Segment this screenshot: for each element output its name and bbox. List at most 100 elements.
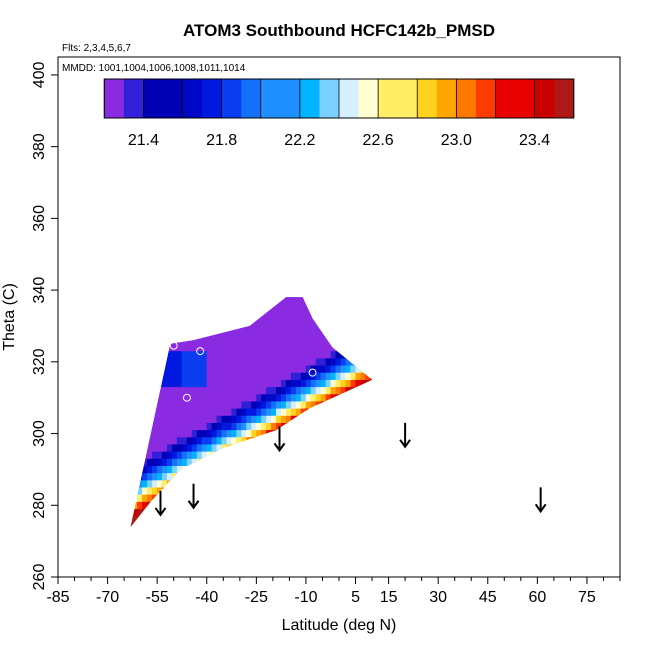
field-cell xyxy=(171,501,189,510)
field-cell xyxy=(280,523,298,527)
field-cell xyxy=(271,487,288,495)
field-cell xyxy=(310,415,328,423)
field-cell xyxy=(276,279,293,286)
field-cell xyxy=(206,523,224,527)
field-cell xyxy=(117,286,134,293)
field-cell xyxy=(152,515,169,524)
field-cell xyxy=(370,408,373,416)
field-cell xyxy=(246,444,264,452)
field-cell xyxy=(355,451,373,459)
field-cell xyxy=(130,444,145,452)
field-cell xyxy=(112,294,129,301)
field-cell xyxy=(130,336,140,345)
field-cell xyxy=(261,451,278,459)
field-cell xyxy=(251,472,269,481)
field-cell xyxy=(291,279,308,286)
field-cell xyxy=(345,279,362,286)
field-cell xyxy=(280,494,298,502)
field-cell xyxy=(325,465,343,474)
field-cell xyxy=(147,329,164,337)
field-cell xyxy=(370,379,373,388)
colorbar-segment xyxy=(417,79,438,118)
field-cell xyxy=(330,436,348,445)
field-cell xyxy=(375,473,392,480)
field-cell xyxy=(315,307,333,316)
field-cell xyxy=(295,415,313,423)
field-cell xyxy=(375,365,392,372)
field-cell xyxy=(325,401,343,409)
field-cell xyxy=(167,530,184,537)
field-cell xyxy=(221,487,239,495)
field-cell xyxy=(130,436,145,445)
field-cell xyxy=(122,286,139,293)
descent-arrow-head xyxy=(154,507,167,517)
field-cell xyxy=(130,358,145,366)
field-cell xyxy=(325,322,343,330)
field-cell xyxy=(325,297,343,302)
field-cell xyxy=(241,487,259,495)
field-cell xyxy=(142,379,159,388)
field-cell xyxy=(211,315,229,323)
field-cell xyxy=(181,297,199,302)
field-cell xyxy=(196,322,214,330)
field-cell xyxy=(176,494,194,502)
field-cell xyxy=(196,501,214,510)
field-cell xyxy=(162,530,179,537)
field-cell xyxy=(281,279,298,286)
field-cell xyxy=(340,315,358,323)
field-cell xyxy=(340,494,358,502)
x-tick-label: 30 xyxy=(429,589,447,606)
field-cell xyxy=(320,501,338,510)
field-cell xyxy=(370,508,373,517)
field-cell xyxy=(206,494,224,502)
field-cell xyxy=(360,386,373,395)
field-cell xyxy=(147,372,164,380)
field-cell xyxy=(316,286,333,293)
x-tick-label: 60 xyxy=(528,589,546,606)
field-cell xyxy=(335,436,353,445)
field-cell xyxy=(375,372,392,379)
field-cell xyxy=(285,444,303,452)
field-cell xyxy=(132,322,150,330)
field-cell xyxy=(171,472,189,481)
field-cell xyxy=(186,465,204,474)
field-cell xyxy=(345,451,363,459)
field-cell xyxy=(211,300,229,309)
field-cell xyxy=(320,515,338,524)
field-cell xyxy=(191,322,209,330)
field-cell xyxy=(137,365,155,373)
field-cell xyxy=(132,329,150,337)
field-cell xyxy=(295,480,313,488)
field-cell xyxy=(305,487,323,495)
x-tick-label: -85 xyxy=(46,589,69,606)
field-cell xyxy=(166,515,184,524)
field-cell xyxy=(335,429,353,438)
field-cell xyxy=(130,300,145,309)
sample-circle xyxy=(308,368,317,377)
field-cell xyxy=(370,358,373,366)
field-cell xyxy=(306,286,323,293)
y-tick-label: 360 xyxy=(31,205,48,232)
field-cell xyxy=(261,515,278,524)
field-cell xyxy=(305,465,323,474)
field-cell xyxy=(176,329,194,337)
field-cell xyxy=(211,451,229,459)
field-cell xyxy=(132,429,150,438)
field-cell xyxy=(130,343,145,352)
axes: -85 -70 -55 -40 -25 -10 5 15 30 45 60 75 260 280 300 32… xyxy=(31,61,621,606)
field-cell xyxy=(360,465,373,474)
field-cell xyxy=(365,451,373,459)
field-cell xyxy=(130,322,145,330)
field-cell xyxy=(130,472,135,481)
colorbar-segment xyxy=(495,79,516,118)
field-cell xyxy=(370,386,373,395)
field-cell xyxy=(212,530,229,537)
field-cell xyxy=(365,401,373,409)
field-cell xyxy=(261,487,278,495)
field-cell xyxy=(157,523,174,527)
field-cell xyxy=(375,286,392,293)
field-cell xyxy=(320,422,338,431)
field-cell xyxy=(325,487,343,495)
field-cell xyxy=(340,501,358,510)
